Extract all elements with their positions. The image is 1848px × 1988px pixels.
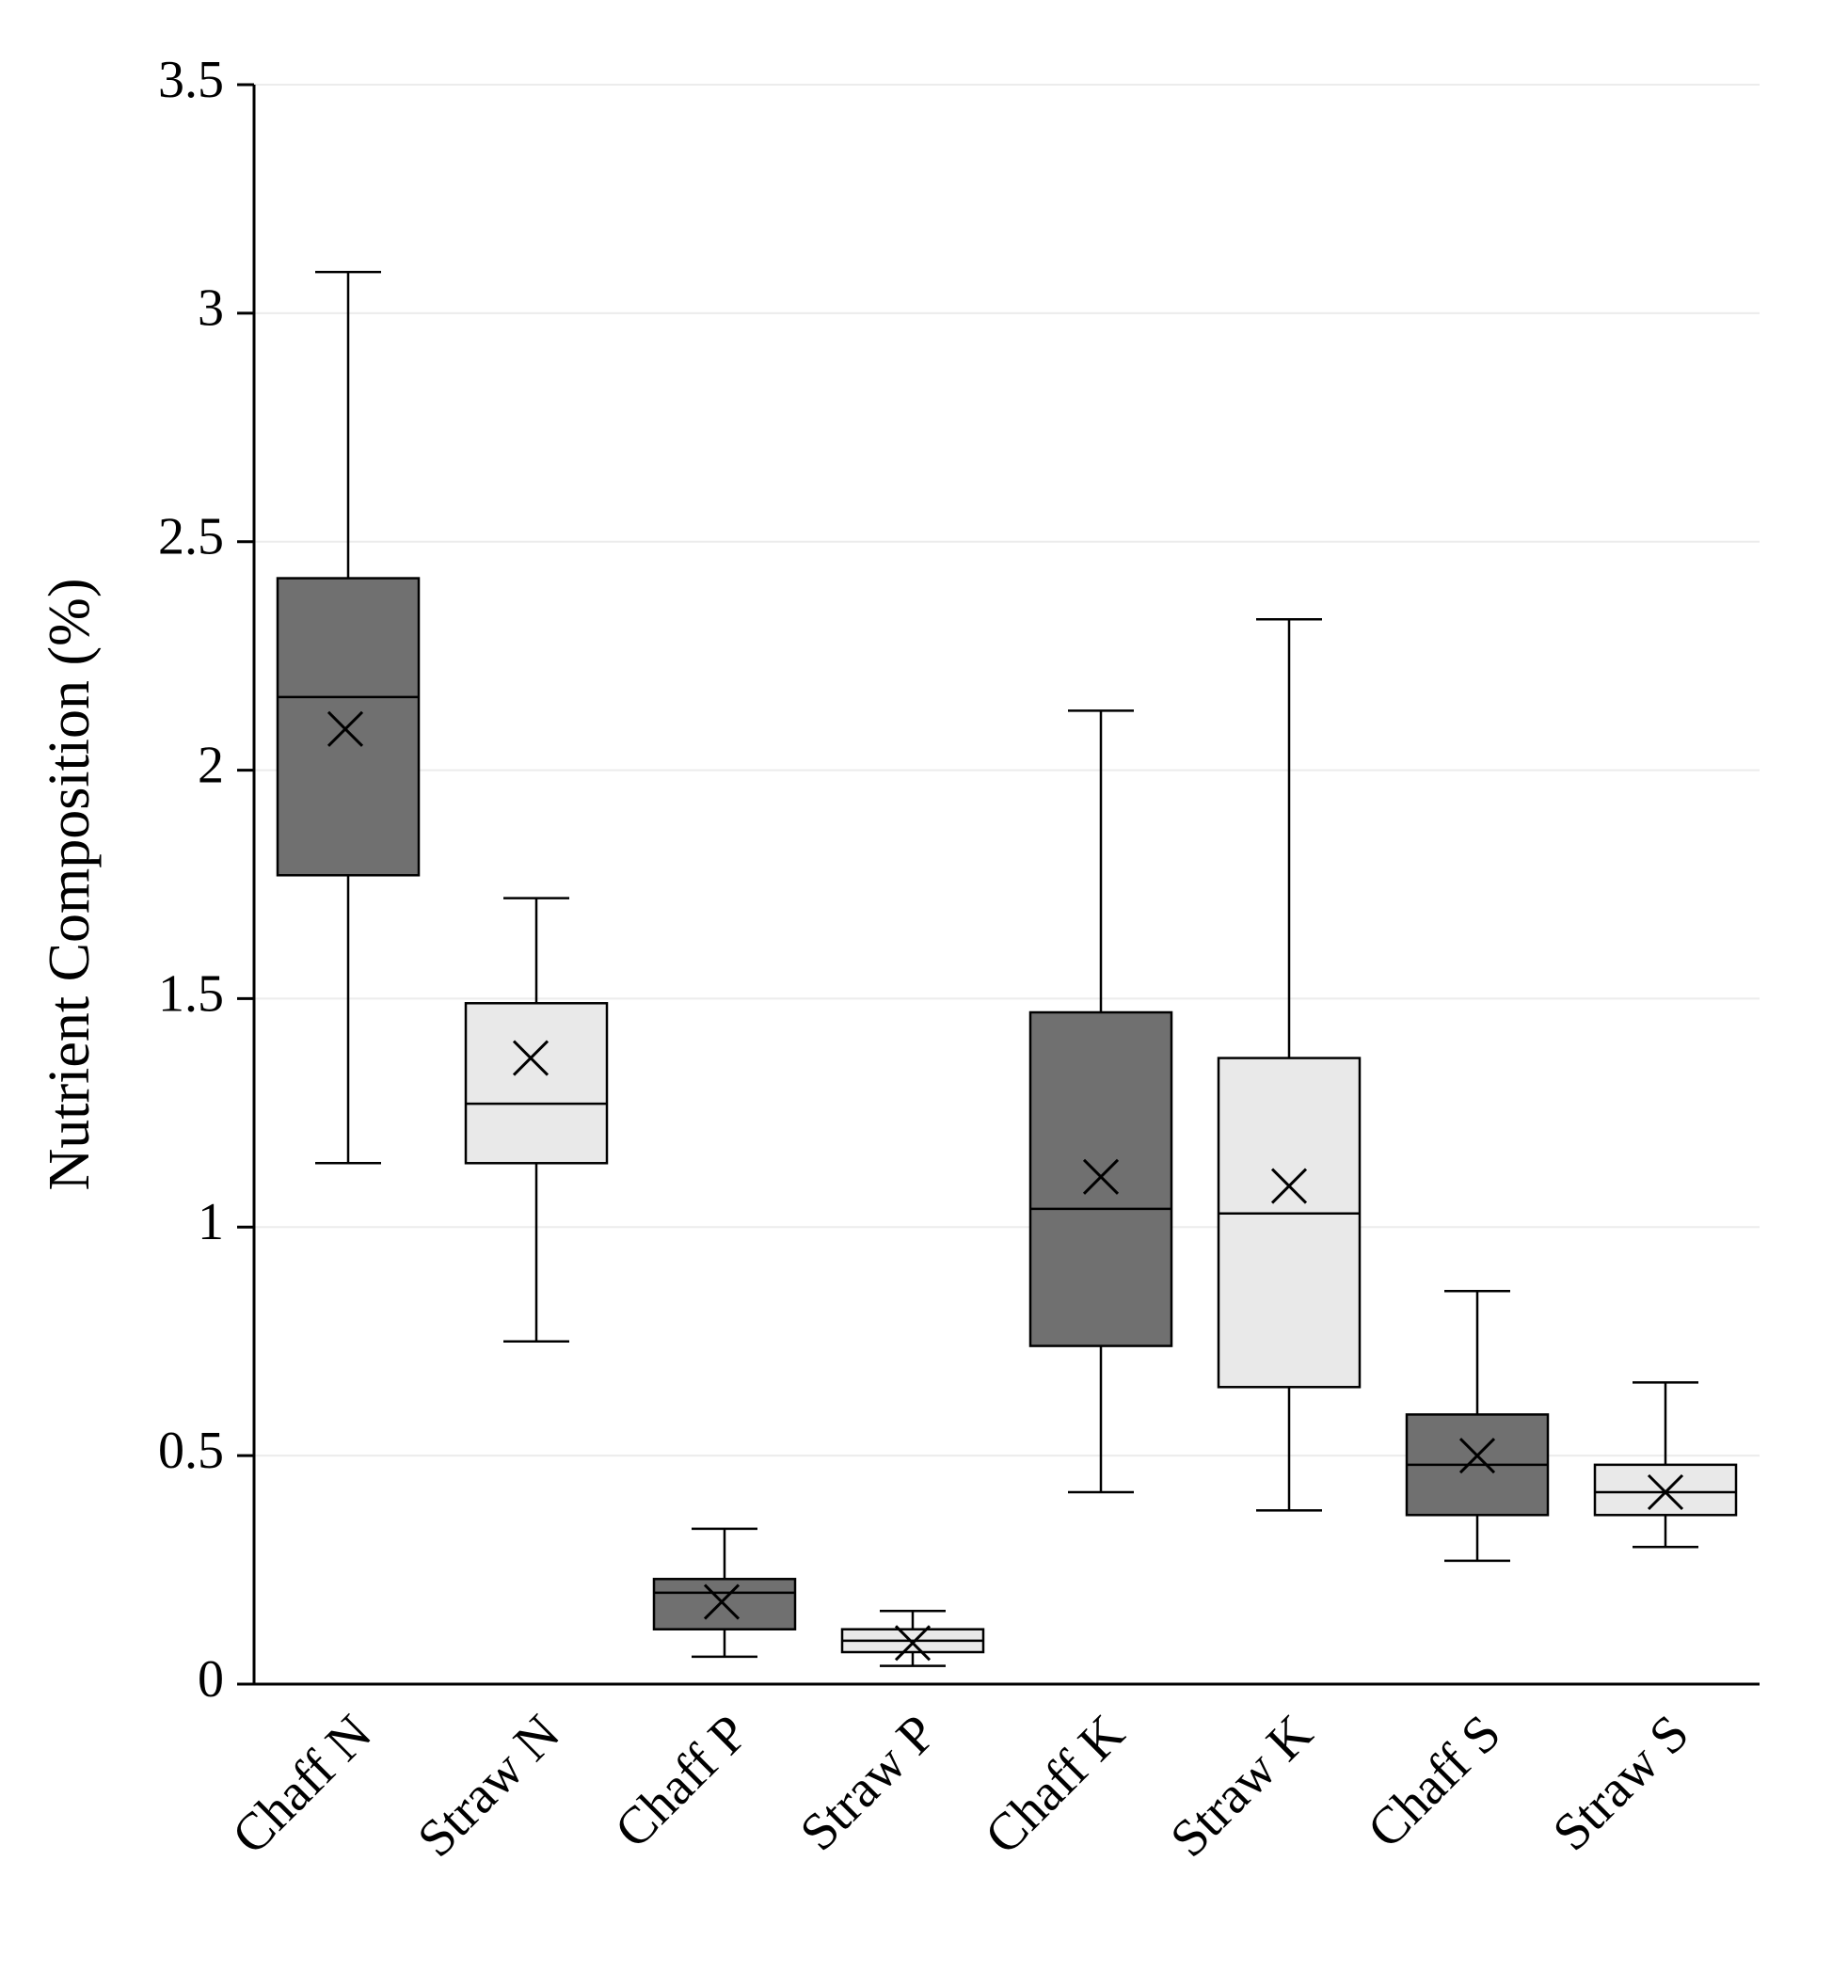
y-tick-label: 2: [198, 736, 224, 794]
box-rect: [1219, 1058, 1360, 1388]
box-rect: [466, 1003, 607, 1163]
y-tick-label: 0: [198, 1650, 224, 1709]
y-tick-label: 1.5: [158, 964, 224, 1023]
y-tick-label: 3: [198, 279, 224, 338]
chart-background: [0, 0, 1848, 1988]
boxplot-chart: 0 0.5 1 1.5 2 2.5 3 3.5 Nutrient Composition (%)…: [0, 0, 1848, 1988]
y-tick-label: 2.5: [158, 508, 224, 566]
y-axis-title: Nutrient Composition (%): [38, 579, 102, 1191]
y-tick-label: 1: [198, 1193, 224, 1251]
y-tick-label: 3.5: [158, 51, 224, 109]
box-rect: [1595, 1465, 1736, 1515]
box-rect: [1030, 1012, 1171, 1346]
y-tick-label: 0.5: [158, 1422, 224, 1480]
